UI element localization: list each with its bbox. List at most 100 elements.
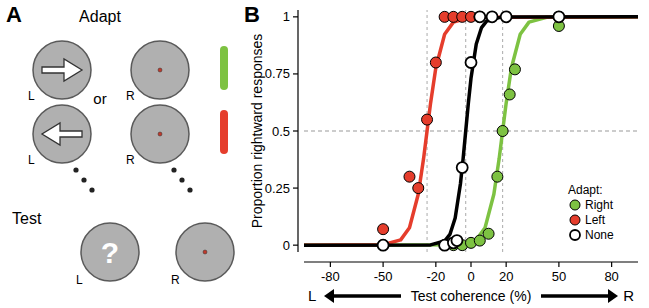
x-tick (558, 262, 559, 267)
y-tick-label: 0 (283, 238, 290, 253)
panel-label: A (6, 2, 22, 27)
data-point (509, 64, 520, 75)
fixation-point (158, 132, 162, 136)
or-label: or (93, 90, 106, 107)
stimulus-aperture (176, 223, 234, 281)
eye-label: R (171, 273, 180, 287)
direction-arrow (332, 294, 401, 298)
figure: A B Adapt L R L Ror Test? L R 0 0.25 0.5 0.75 1 Proport… (0, 0, 649, 308)
y-tick (293, 130, 298, 131)
legend-label: Left (585, 213, 606, 227)
stimulus-aperture (33, 105, 91, 163)
data-point (483, 228, 494, 239)
fit-curve (304, 17, 638, 245)
x-tick (330, 262, 331, 267)
data-point (451, 235, 462, 246)
legend-label: Right (585, 198, 614, 212)
fixation-point (203, 250, 207, 254)
data-point (378, 240, 389, 251)
fixation-point (158, 68, 162, 72)
condition-bar (220, 110, 228, 154)
direction-arrow (541, 294, 610, 298)
data-point (501, 11, 512, 22)
motion-arrow (42, 59, 82, 81)
data-point (497, 126, 508, 137)
stimulus-aperture (81, 223, 139, 281)
direction-arrow-head (324, 289, 334, 303)
ellipsis-dot (187, 187, 192, 192)
y-tick (293, 245, 298, 246)
data-point (457, 162, 468, 173)
x-end-label: R (623, 287, 634, 304)
data-point (378, 224, 389, 235)
legend: Adapt:RightLeftNone (568, 183, 614, 242)
stimulus-aperture (131, 105, 189, 163)
data-point (404, 171, 415, 182)
x-tick (611, 262, 612, 267)
direction-arrow-head (608, 289, 618, 303)
x-tick-label: 50 (552, 269, 566, 284)
data-point (378, 240, 389, 251)
data-point (474, 11, 485, 22)
legend-label: None (585, 228, 614, 242)
chart: 0 0.25 0.5 0.75 1 Proportion rightward respon… (249, 9, 638, 304)
test-symbol: ? (101, 236, 119, 269)
stimulus-aperture (131, 41, 189, 99)
x-tick-label: -20 (426, 269, 445, 284)
stimulus-aperture (33, 41, 91, 99)
x-tick-label: -50 (374, 269, 393, 284)
y-tick (293, 16, 298, 17)
legend-marker (570, 230, 580, 240)
y-tick-label: 0.25 (265, 181, 290, 196)
data-point (492, 171, 503, 182)
legend-marker (570, 215, 580, 225)
ellipsis-dot (89, 187, 94, 192)
x-tick (383, 262, 384, 267)
eye-label: L (76, 273, 83, 287)
data-point (487, 11, 498, 22)
data-point (430, 57, 441, 68)
ellipsis-dot (73, 167, 78, 172)
y-axis-label: Proportion rightward responses (249, 34, 265, 229)
diagram: Adapt L R L Ror Test? L R (12, 8, 234, 287)
data-point (466, 57, 477, 68)
eye-label: L (28, 89, 35, 103)
x-tick (470, 262, 471, 267)
y-tick (293, 187, 298, 188)
x-tick-label: 0 (467, 269, 474, 284)
y-tick-label: 0.5 (272, 124, 290, 139)
eye-label: L (28, 153, 35, 167)
ellipsis-dot (179, 177, 184, 182)
x-tick-label: -80 (321, 269, 340, 284)
fit-curve (304, 17, 638, 245)
data-point (553, 11, 564, 22)
x-tick (506, 262, 507, 267)
legend-marker (570, 200, 580, 210)
adapt-label: Adapt (79, 8, 121, 25)
fit-curve (304, 17, 638, 245)
motion-arrow (42, 123, 82, 145)
x-tick-label: 80 (604, 269, 618, 284)
y-tick-label: 0.75 (265, 66, 290, 81)
data-point (422, 114, 433, 125)
criterion-line (304, 131, 638, 132)
x-end-label: L (308, 287, 316, 304)
data-point (553, 11, 564, 22)
data-point (504, 89, 515, 100)
x-axis-label: Test coherence (%) (411, 288, 532, 304)
x-tick (435, 262, 436, 267)
legend-title: Adapt: (568, 183, 603, 197)
y-tick (293, 73, 298, 74)
ellipsis-dot (171, 167, 176, 172)
test-label: Test (12, 210, 42, 227)
panel-label: B (244, 2, 260, 27)
plot-area (304, 10, 638, 252)
data-point (413, 183, 424, 194)
ellipsis-dot (81, 177, 86, 182)
eye-label: R (126, 89, 135, 103)
data-point (474, 11, 485, 22)
eye-label: R (126, 153, 135, 167)
condition-bar (220, 46, 228, 90)
x-tick-label: 20 (499, 269, 513, 284)
y-tick-label: 1 (283, 9, 290, 24)
